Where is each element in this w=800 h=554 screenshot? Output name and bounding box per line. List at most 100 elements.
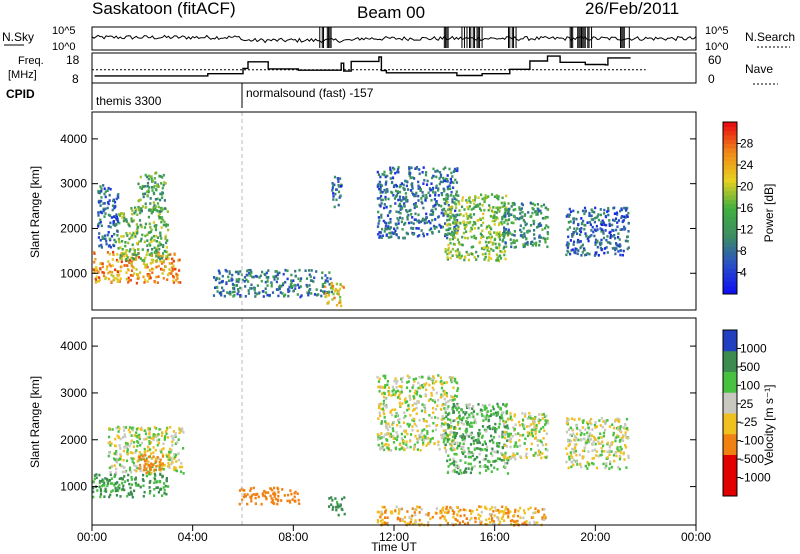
data-cell <box>597 436 600 440</box>
data-cell <box>620 447 623 451</box>
data-cell <box>414 204 417 207</box>
data-cell <box>178 465 181 469</box>
data-cell <box>489 214 492 218</box>
data-cell <box>470 425 474 428</box>
data-cell <box>468 196 471 199</box>
data-cell <box>442 208 445 211</box>
data-cell <box>471 454 474 457</box>
data-cell <box>165 492 168 496</box>
data-cell <box>149 466 152 470</box>
data-cell <box>250 499 253 503</box>
data-cell <box>499 233 502 237</box>
data-cell <box>446 413 450 416</box>
data-cell <box>492 441 495 444</box>
data-cell <box>615 426 619 430</box>
data-cell <box>148 274 151 278</box>
data-cell <box>541 508 544 511</box>
data-cell <box>485 449 488 452</box>
data-cell <box>412 523 415 526</box>
data-cell <box>574 250 577 253</box>
data-cell <box>394 408 397 411</box>
data-cell <box>491 506 494 509</box>
data-cell <box>412 193 415 196</box>
data-cell <box>165 477 168 480</box>
data-cell <box>530 423 533 426</box>
data-cell <box>99 218 102 222</box>
data-cell <box>541 417 544 420</box>
data-cell <box>396 190 399 193</box>
data-cell <box>388 391 391 394</box>
data-cell <box>451 435 455 439</box>
data-cell <box>131 274 134 277</box>
data-cell <box>143 438 146 441</box>
data-cell <box>396 423 399 427</box>
data-cell <box>379 515 382 519</box>
data-cell <box>134 256 137 260</box>
data-cell <box>292 289 295 292</box>
data-cell <box>376 375 379 379</box>
data-cell <box>587 462 590 466</box>
data-cell <box>489 226 492 229</box>
data-cell <box>429 438 432 441</box>
data-cell <box>446 407 449 410</box>
data-cell <box>477 438 480 441</box>
data-cell <box>175 272 178 276</box>
data-cell <box>337 203 340 207</box>
data-cell <box>377 222 380 225</box>
data-cell <box>593 210 596 214</box>
data-cell <box>418 506 421 509</box>
data-cell <box>113 244 116 248</box>
data-cell <box>108 270 111 274</box>
data-cell <box>152 239 155 242</box>
data-cell <box>135 281 138 285</box>
data-cell <box>437 374 440 377</box>
data-cell <box>445 223 448 227</box>
data-cell <box>165 432 168 435</box>
data-cell <box>146 265 149 269</box>
data-cell <box>500 221 503 224</box>
colorbar-segment <box>723 487 737 493</box>
data-cell <box>503 201 506 204</box>
data-cell <box>425 216 428 219</box>
data-cell <box>546 421 550 425</box>
data-cell <box>470 208 473 211</box>
data-cell <box>147 231 150 234</box>
data-cell <box>283 494 286 497</box>
data-cell <box>147 189 150 192</box>
data-cell <box>576 252 579 256</box>
data-cell <box>450 194 453 197</box>
data-cell <box>154 478 157 481</box>
data-cell <box>504 242 507 245</box>
data-cell <box>495 206 498 209</box>
data-cell <box>541 217 544 220</box>
data-cell <box>119 257 122 260</box>
data-cell <box>221 274 224 278</box>
data-cell <box>535 226 539 229</box>
data-cell <box>514 218 517 221</box>
data-cell <box>252 275 255 279</box>
data-cell <box>164 237 167 241</box>
data-cell <box>579 246 582 250</box>
data-cell <box>462 452 465 456</box>
data-cell <box>401 376 404 380</box>
data-cell <box>247 289 250 292</box>
data-cell <box>431 212 435 216</box>
data-cell <box>133 489 136 493</box>
data-cell <box>507 210 510 213</box>
data-cell <box>458 213 461 217</box>
data-cell <box>123 433 126 436</box>
data-cell <box>388 425 391 428</box>
data-cell <box>114 458 117 462</box>
data-cell <box>569 426 572 430</box>
data-cell <box>512 239 515 242</box>
data-cell <box>490 257 493 260</box>
data-cell <box>467 462 470 466</box>
data-cell <box>421 171 424 174</box>
data-cell <box>153 426 156 429</box>
data-cell <box>243 489 246 492</box>
data-cell <box>385 227 388 231</box>
data-cell <box>343 496 346 499</box>
data-cell <box>118 427 121 430</box>
data-cell <box>538 430 541 433</box>
data-cell <box>242 495 246 499</box>
